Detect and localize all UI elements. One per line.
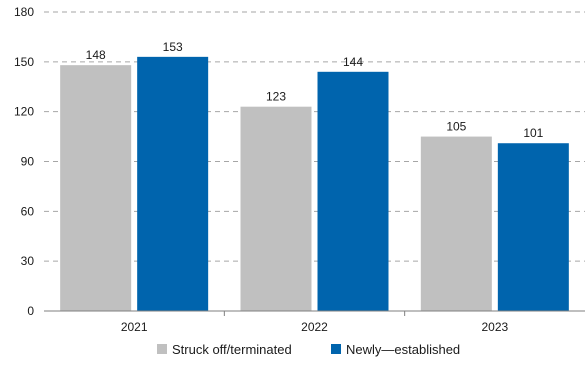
y-tick-label: 150 — [14, 55, 34, 69]
bar-struck-off-2023 — [420, 136, 492, 311]
y-tick-label: 0 — [27, 304, 34, 318]
bar-newly-established-2023 — [497, 143, 569, 311]
bar-newly-established-2021 — [137, 56, 209, 311]
legend-label: Newly—established — [346, 342, 460, 357]
bar-newly-established-2022 — [317, 71, 389, 311]
data-label: 148 — [86, 48, 106, 62]
x-tick-label: 2021 — [121, 320, 148, 334]
data-label: 144 — [343, 55, 363, 69]
legend-swatch-struck-off — [157, 344, 167, 354]
data-labels: 148 153 123 144 105 101 — [86, 40, 544, 140]
y-tick-label: 90 — [21, 155, 35, 169]
legend-label: Struck off/terminated — [172, 342, 292, 357]
bar-struck-off-2021 — [60, 65, 132, 312]
legend-swatch-newly-established — [331, 344, 341, 354]
data-label: 105 — [446, 120, 466, 134]
data-label: 123 — [266, 90, 286, 104]
x-tick-label: 2023 — [481, 320, 508, 334]
x-axis: 2021 2022 2023 — [44, 310, 585, 334]
data-label: 101 — [523, 126, 543, 140]
y-tick-label: 30 — [21, 254, 35, 268]
x-tick-label: 2022 — [301, 320, 328, 334]
y-tick-label: 180 — [14, 5, 34, 19]
y-axis: 0 30 60 90 120 150 180 — [14, 5, 34, 318]
legend: Struck off/terminated Newly—established — [157, 342, 460, 357]
data-label: 153 — [163, 40, 183, 54]
y-tick-label: 120 — [14, 105, 34, 119]
y-tick-label: 60 — [21, 204, 35, 218]
bars — [60, 56, 569, 312]
gridlines — [44, 11, 585, 262]
bar-struck-off-2022 — [240, 106, 312, 311]
